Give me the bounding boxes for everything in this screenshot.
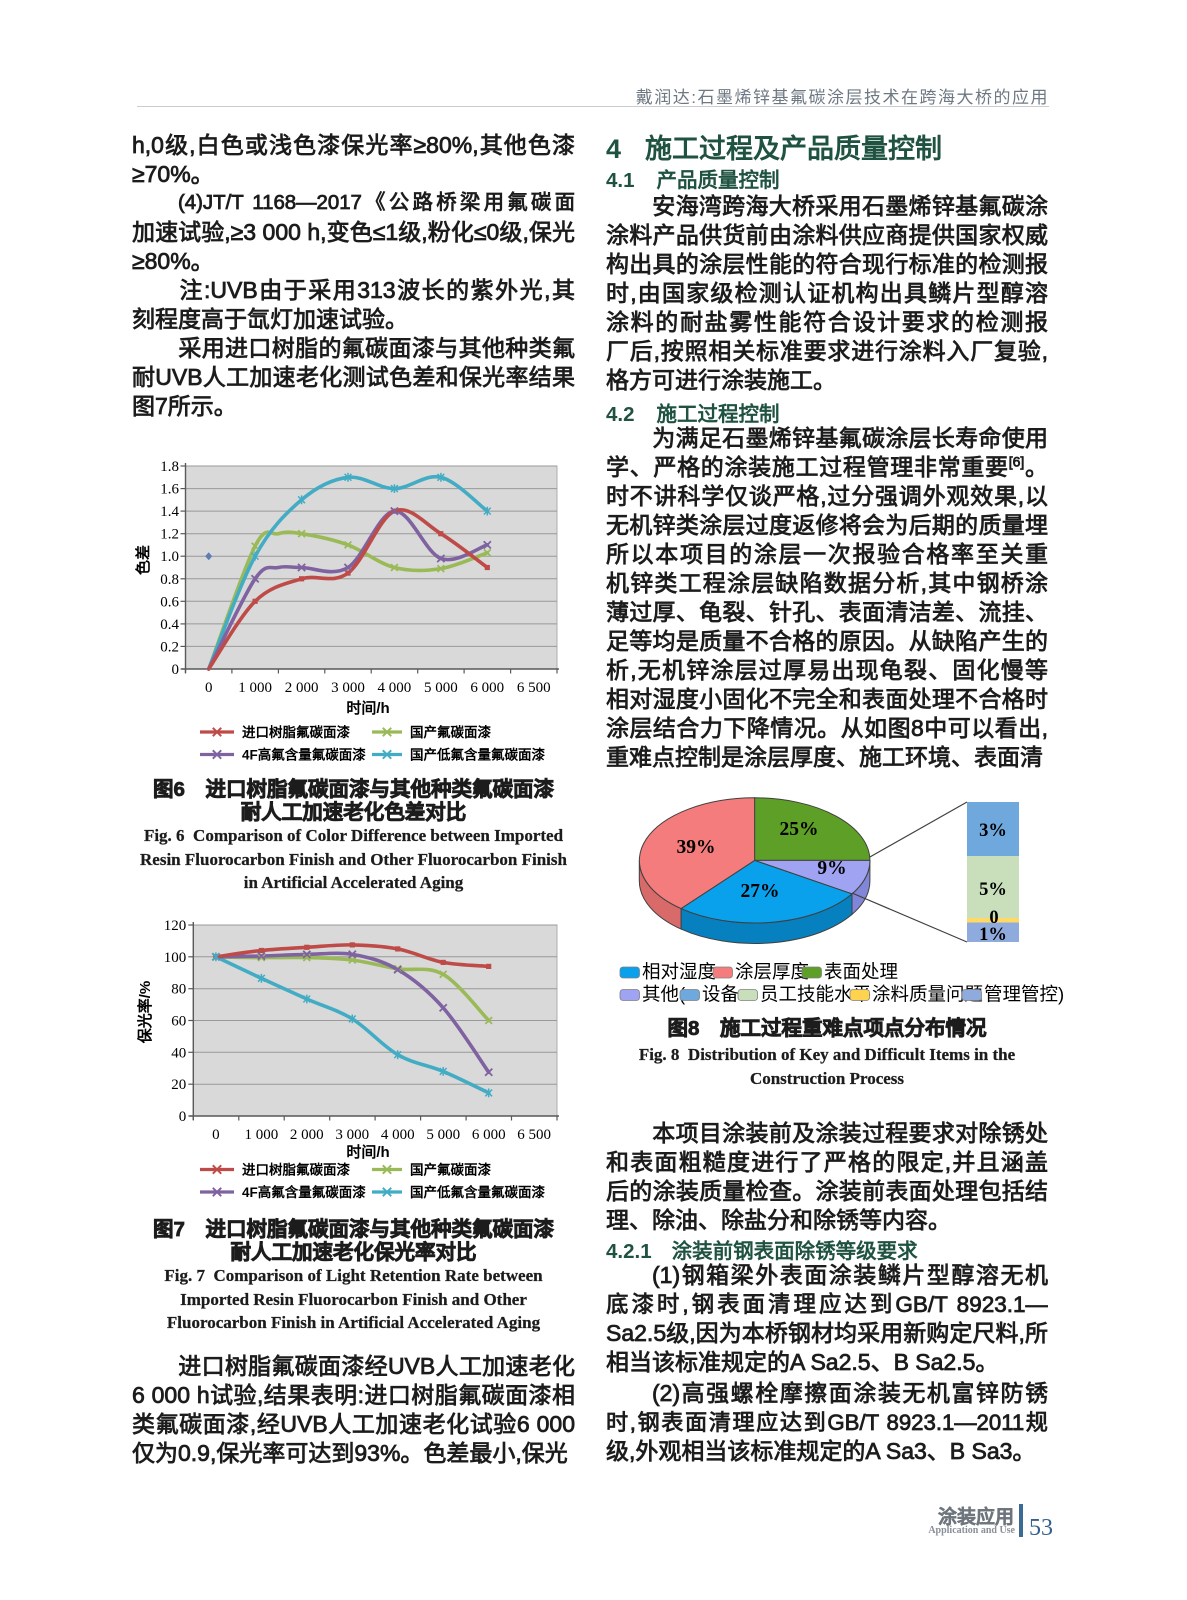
svg-text:设备: 设备 [702, 984, 739, 1005]
svg-text:0.8: 0.8 [160, 572, 179, 588]
svg-text:39%: 39% [677, 837, 716, 858]
svg-text:1.8: 1.8 [160, 459, 179, 475]
svg-text:3%: 3% [979, 821, 1007, 841]
svg-text:进口树脂氟碳面漆: 进口树脂氟碳面漆 [242, 1161, 350, 1177]
svg-text:1.4: 1.4 [160, 504, 179, 520]
svg-text:4 000: 4 000 [378, 680, 412, 696]
svg-text:3 000: 3 000 [335, 1127, 369, 1143]
svg-text:3 000: 3 000 [331, 680, 365, 696]
svg-text:1%: 1% [979, 925, 1007, 945]
svg-text:色差: 色差 [134, 545, 152, 575]
svg-text:2 000: 2 000 [285, 680, 319, 696]
svg-text:0: 0 [172, 662, 180, 678]
svg-text:1.0: 1.0 [160, 549, 179, 565]
svg-text:5 000: 5 000 [426, 1127, 460, 1143]
svg-text:相对湿度: 相对湿度 [642, 961, 716, 982]
svg-text:4F高氟含量氟碳面漆: 4F高氟含量氟碳面漆 [242, 746, 366, 762]
svg-text:1.2: 1.2 [160, 527, 179, 543]
svg-text:时间/h: 时间/h [346, 699, 389, 717]
svg-text:进口树脂氟碳面漆: 进口树脂氟碳面漆 [242, 724, 350, 740]
svg-text:时间/h: 时间/h [346, 1143, 389, 1161]
svg-text:保光率/%: 保光率/% [136, 981, 154, 1045]
svg-text:0.4: 0.4 [160, 617, 179, 633]
svg-text:0: 0 [989, 908, 998, 928]
svg-text:20: 20 [171, 1077, 186, 1093]
svg-text:4F高氟含量氟碳面漆: 4F高氟含量氟碳面漆 [242, 1184, 366, 1200]
svg-text:国产氟碳面漆: 国产氟碳面漆 [410, 724, 491, 740]
svg-text:4 000: 4 000 [381, 1127, 415, 1143]
svg-text:管理管控): 管理管控) [984, 984, 1064, 1005]
svg-text:5 000: 5 000 [424, 680, 458, 696]
svg-text:2 000: 2 000 [290, 1127, 324, 1143]
svg-text:0: 0 [179, 1109, 187, 1125]
svg-text:其他(: 其他( [642, 984, 686, 1005]
svg-text:0.2: 0.2 [160, 639, 179, 655]
svg-text:27%: 27% [741, 881, 780, 902]
svg-text:60: 60 [171, 1014, 186, 1030]
svg-text:25%: 25% [780, 819, 819, 840]
svg-text:涂层厚度: 涂层厚度 [735, 961, 809, 982]
svg-text:1.6: 1.6 [160, 482, 179, 498]
svg-text:6 000: 6 000 [472, 1127, 506, 1143]
svg-text:0: 0 [205, 680, 213, 696]
svg-text:6 000: 6 000 [470, 680, 504, 696]
svg-text:国产低氟含量氟碳面漆: 国产低氟含量氟碳面漆 [410, 746, 545, 762]
svg-text:80: 80 [171, 982, 186, 998]
svg-text:40: 40 [171, 1045, 186, 1061]
svg-text:涂料质量问题: 涂料质量问题 [872, 984, 983, 1005]
svg-text:国产低氟含量氟碳面漆: 国产低氟含量氟碳面漆 [410, 1184, 545, 1200]
svg-text:6 500: 6 500 [517, 680, 551, 696]
svg-text:国产氟碳面漆: 国产氟碳面漆 [410, 1161, 491, 1177]
svg-text:1 000: 1 000 [245, 1127, 279, 1143]
svg-text:1 000: 1 000 [238, 680, 272, 696]
svg-text:120: 120 [164, 918, 187, 934]
svg-text:5%: 5% [979, 880, 1007, 900]
svg-text:0: 0 [212, 1127, 220, 1143]
svg-text:表面处理: 表面处理 [824, 961, 898, 982]
svg-text:100: 100 [164, 950, 187, 966]
svg-text:员工技能水平: 员工技能水平 [760, 984, 871, 1005]
svg-text:6 500: 6 500 [517, 1127, 551, 1143]
svg-text:0.6: 0.6 [160, 594, 179, 610]
svg-text:9%: 9% [817, 858, 846, 879]
